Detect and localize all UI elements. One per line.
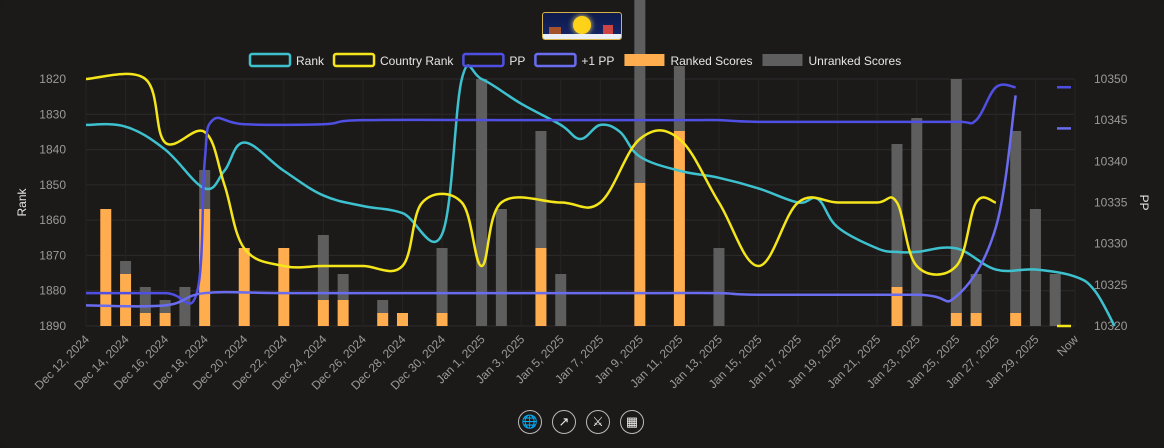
unranked-scores-bar xyxy=(436,248,448,313)
ranked-scores-bar xyxy=(673,131,685,326)
unranked-scores-bar xyxy=(1029,209,1041,326)
ranked-scores-bar xyxy=(634,183,646,326)
unranked-scores-bar xyxy=(535,131,547,248)
legend-label[interactable]: Ranked Scores xyxy=(670,54,752,68)
y-left-axis-title: Rank xyxy=(15,187,29,216)
ranked-scores-bar xyxy=(1010,313,1022,326)
unranked-scores-bar xyxy=(891,144,903,287)
ranked-scores-bar xyxy=(139,313,151,326)
legend-swatch-line[interactable] xyxy=(462,52,505,68)
y-right-tick-label: 10335 xyxy=(1094,196,1128,210)
chart-controls: 🌐 ↗ ⚔ ▦ xyxy=(518,410,644,434)
y-left-tick-label: 1830 xyxy=(39,107,66,121)
rank-line xyxy=(85,64,1116,327)
unranked-scores-bar xyxy=(179,287,191,326)
calendar-icon: ▦ xyxy=(625,414,639,429)
ranked-scores-bar xyxy=(159,313,171,326)
legend-label[interactable]: Rank xyxy=(296,54,325,68)
sword-button[interactable]: ⚔ xyxy=(586,410,610,434)
y-right-tick-label: 10340 xyxy=(1094,154,1128,168)
legend-label[interactable]: PP xyxy=(509,54,525,68)
y-right-tick-label: 10325 xyxy=(1094,278,1128,292)
unranked-scores-bar xyxy=(673,66,685,131)
ranked-scores-bar xyxy=(436,313,448,326)
unranked-scores-bar xyxy=(1010,131,1022,313)
y-left-tick-label: 1890 xyxy=(39,319,66,333)
y-right-tick-label: 10320 xyxy=(1094,319,1128,333)
legend-swatch-bar[interactable] xyxy=(624,54,665,66)
legend-label[interactable]: Country Rank xyxy=(380,54,454,68)
unranked-scores-bar xyxy=(317,235,329,300)
legend-swatch-line[interactable] xyxy=(534,52,577,68)
ranked-scores-bar xyxy=(891,287,903,326)
ranked-scores-bar xyxy=(950,313,962,326)
globe-button[interactable]: 🌐 xyxy=(518,410,542,434)
ranked-scores-bar xyxy=(317,300,329,326)
ranked-scores-bar xyxy=(199,209,211,326)
y-right-axis-title: PP xyxy=(1137,194,1151,210)
unranked-scores-bar xyxy=(713,248,725,326)
unranked-scores-bar xyxy=(139,287,151,313)
ranked-scores-bar xyxy=(278,248,290,326)
unranked-scores-bar xyxy=(1049,274,1061,326)
plus1-pp-line xyxy=(85,95,1017,308)
y-left-tick-label: 1840 xyxy=(39,143,66,157)
y-left-tick-label: 1870 xyxy=(39,248,66,262)
legend-label[interactable]: Unranked Scores xyxy=(808,54,901,68)
y-left-tick-label: 1880 xyxy=(39,284,66,298)
sun-icon xyxy=(573,16,591,34)
trend-icon: ↗ xyxy=(558,414,570,429)
unranked-scores-bar xyxy=(970,274,982,313)
unranked-scores-bar xyxy=(950,79,962,313)
ranked-scores-bar xyxy=(396,313,408,326)
y-right-tick-label: 10345 xyxy=(1094,113,1128,127)
unranked-scores-bar xyxy=(476,79,488,326)
ranked-scores-bar xyxy=(238,248,250,326)
legend-swatch-line[interactable] xyxy=(332,52,376,68)
badge-house xyxy=(603,25,613,34)
unranked-scores-bar xyxy=(911,118,923,326)
country-rank-line xyxy=(85,72,997,276)
trend-button[interactable]: ↗ xyxy=(552,410,576,434)
calendar-button[interactable]: ▦ xyxy=(620,410,644,434)
unranked-scores-bar xyxy=(634,0,646,183)
ranked-scores-bar xyxy=(377,313,389,326)
legend-label[interactable]: +1 PP xyxy=(581,54,614,68)
y-right-tick-label: 10330 xyxy=(1094,237,1128,251)
ranked-scores-bar xyxy=(120,274,132,326)
sword-icon: ⚔ xyxy=(592,414,604,429)
event-badge-image xyxy=(542,12,622,40)
ranked-scores-bar xyxy=(535,248,547,326)
y-left-tick-label: 1860 xyxy=(39,213,66,227)
ranked-scores-bar xyxy=(100,209,112,326)
unranked-scores-bar xyxy=(555,274,567,326)
ranked-scores-bar xyxy=(970,313,982,326)
unranked-scores-bar xyxy=(120,261,132,274)
legend-swatch-line[interactable] xyxy=(248,52,292,68)
unranked-scores-bar xyxy=(495,209,507,326)
unranked-scores-bar xyxy=(377,300,389,313)
x-tick-label: Now xyxy=(1054,332,1081,359)
badge-snow xyxy=(543,34,621,39)
badge-house xyxy=(549,27,561,34)
globe-icon: 🌐 xyxy=(521,414,539,429)
pp-line xyxy=(86,83,1016,305)
legend-swatch-bar[interactable] xyxy=(762,54,803,66)
y-left-tick-label: 1820 xyxy=(39,72,66,86)
y-left-tick-label: 1850 xyxy=(39,178,66,192)
ranked-scores-bar xyxy=(337,300,349,326)
unranked-scores-bar xyxy=(337,274,349,300)
y-right-tick-label: 10350 xyxy=(1094,72,1128,86)
